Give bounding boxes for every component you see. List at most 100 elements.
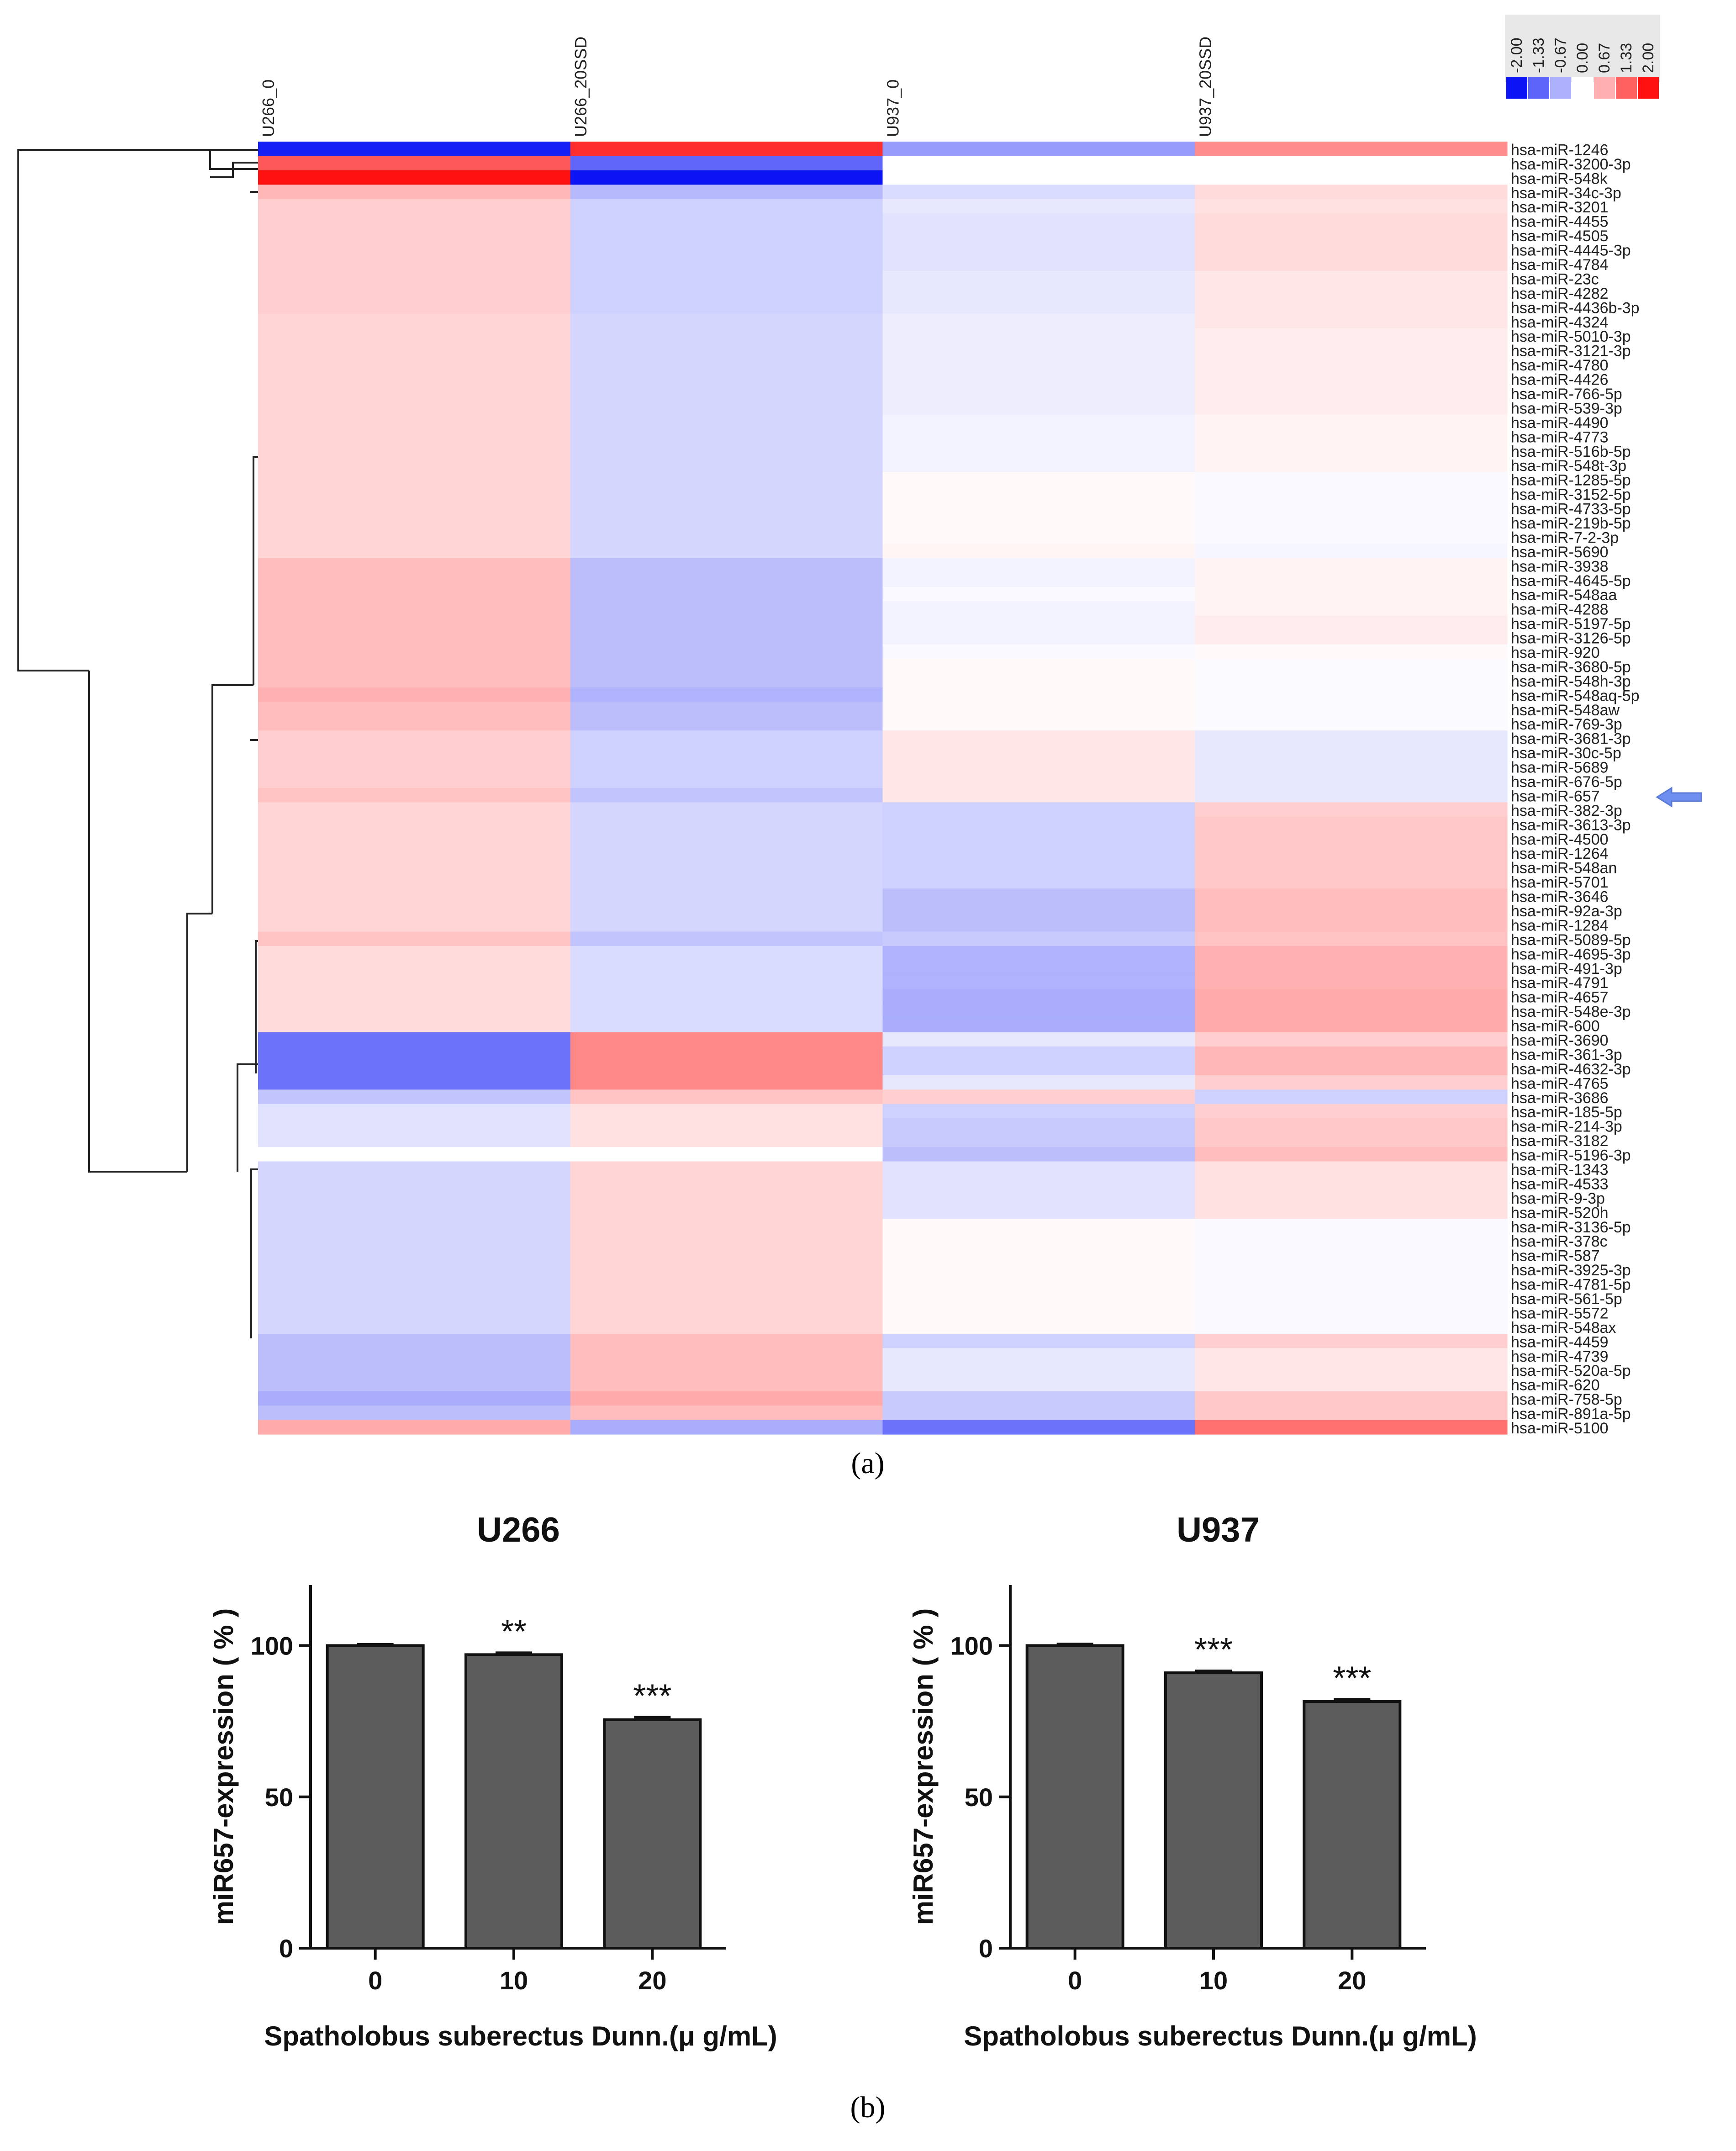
dendro-main — [88, 671, 187, 1173]
row-label: hsa-miR-4533 — [1511, 1175, 1609, 1193]
heatmap-cell — [882, 745, 1195, 760]
heatmap-cell — [570, 357, 883, 372]
heatmap-cell — [258, 845, 571, 860]
row-label: hsa-miR-3182 — [1511, 1132, 1609, 1150]
row-label: hsa-miR-5572 — [1511, 1305, 1609, 1322]
heatmap-cell — [1195, 1406, 1508, 1421]
heatmap-cell — [570, 673, 883, 688]
heatmap-cell — [1195, 1061, 1508, 1076]
heatmap-cell — [570, 242, 883, 257]
bar-chart-u266: U266 0 50 100 miR657-expression ( % ) 0 10 ** 20… — [208, 1511, 777, 2051]
heatmap-cell — [258, 644, 571, 659]
heatmap-cell — [1195, 486, 1508, 501]
row-label: hsa-miR-4780 — [1511, 357, 1609, 374]
heatmap-cell — [258, 185, 571, 200]
heatmap-cell — [1195, 888, 1508, 904]
heatmap-cell — [1195, 443, 1508, 458]
x-tick-label: 20 — [1338, 1966, 1366, 1995]
bar — [464, 1653, 563, 1950]
heatmap-cell — [882, 170, 1195, 185]
heatmap-cell — [570, 472, 883, 487]
y-tick-label: 0 — [979, 1934, 993, 1963]
bar — [603, 1718, 702, 1950]
heatmap-cell — [258, 630, 571, 645]
heatmap-cell — [258, 1003, 571, 1018]
heatmap-cell — [570, 730, 883, 745]
row-label: hsa-miR-5010-3p — [1511, 328, 1631, 345]
heatmap-cell — [258, 1262, 571, 1277]
row-label: hsa-miR-3925-3p — [1511, 1262, 1631, 1279]
row-label: hsa-miR-5689 — [1511, 759, 1609, 777]
heatmap-cell — [882, 457, 1195, 472]
heatmap-cell — [882, 974, 1195, 989]
dendro-branch-3 — [211, 684, 253, 914]
heatmap-cell — [258, 659, 571, 674]
heatmap-cell — [570, 788, 883, 803]
heatmap-cell — [570, 903, 883, 918]
heatmap-cell — [258, 1391, 571, 1406]
row-label: hsa-miR-491-3p — [1511, 960, 1622, 978]
heatmap-cell — [570, 314, 883, 329]
heatmap-cell — [258, 1204, 571, 1219]
heatmap-cell — [882, 156, 1195, 171]
row-label: hsa-miR-3681-3p — [1511, 730, 1631, 748]
heatmap-cell — [882, 572, 1195, 587]
legend-label: -1.33 — [1530, 38, 1547, 74]
row-label: hsa-miR-548an — [1511, 860, 1617, 877]
heatmap-cell — [882, 515, 1195, 530]
heatmap-cell — [258, 687, 571, 702]
row-label: hsa-miR-600 — [1511, 1018, 1600, 1035]
row-label: hsa-miR-539-3p — [1511, 400, 1622, 417]
heatmap-cell — [258, 1247, 571, 1263]
heatmap-cell — [570, 1262, 883, 1277]
heatmap-cell — [570, 1362, 883, 1377]
heatmap-cell — [1195, 400, 1508, 415]
heatmap-cell — [882, 314, 1195, 329]
column-label: U937_20SSD — [1196, 37, 1214, 137]
heatmap-cell — [882, 903, 1195, 918]
x-axis-label: Spatholobus suberectus Dunn.(μ g/mL) — [964, 2021, 1477, 2051]
heatmap-cell — [570, 414, 883, 429]
heatmap-cell — [1195, 242, 1508, 257]
heatmap-cell — [570, 486, 883, 501]
heatmap-cell — [882, 788, 1195, 803]
heatmap-cell — [882, 400, 1195, 415]
heatmap-cell — [258, 974, 571, 989]
significance-label: *** — [633, 1678, 671, 1715]
heatmap-cell — [258, 1132, 571, 1147]
heatmap-cell — [570, 687, 883, 702]
heatmap-cell — [258, 486, 571, 501]
heatmap-cell — [1195, 285, 1508, 300]
heatmap-cell — [1195, 587, 1508, 602]
column-label: U937_0 — [884, 79, 902, 137]
heatmap-cell — [570, 457, 883, 472]
row-label: hsa-miR-378c — [1511, 1233, 1608, 1250]
heatmap-cell — [882, 386, 1195, 401]
heatmap-cell — [1195, 630, 1508, 645]
heatmap-cell — [1195, 960, 1508, 975]
heatmap-cell — [258, 227, 571, 243]
row-label: hsa-miR-1246 — [1511, 141, 1609, 159]
heatmap-cell — [1195, 1032, 1508, 1047]
dendro-branch-4 — [253, 456, 258, 685]
legend-label: 1.33 — [1618, 43, 1635, 73]
heatmap-cell — [882, 1061, 1195, 1076]
row-label: hsa-miR-5197-5p — [1511, 615, 1631, 633]
heatmap-cell — [570, 529, 883, 544]
row-label: hsa-miR-516b-5p — [1511, 443, 1631, 460]
heatmap-cell — [258, 903, 571, 918]
heatmap-cell — [882, 1132, 1195, 1147]
row-label: hsa-miR-676-5p — [1511, 773, 1622, 791]
heatmap-cell — [1195, 1333, 1508, 1348]
heatmap-cell — [258, 1276, 571, 1291]
heatmap-cell — [258, 831, 571, 846]
row-label: hsa-miR-4445-3p — [1511, 242, 1631, 259]
heatmap-cell — [570, 572, 883, 587]
heatmap-cell — [882, 1046, 1195, 1062]
heatmap-cell — [570, 299, 883, 314]
heatmap-panel: U266_0 U266_20SSD U937_0 U937_20SSD hsa-miR… — [17, 15, 1702, 1480]
x-tick-label: 10 — [500, 1966, 528, 1995]
panel-label-b: (b) — [850, 2091, 886, 2124]
heatmap-cell — [882, 544, 1195, 559]
